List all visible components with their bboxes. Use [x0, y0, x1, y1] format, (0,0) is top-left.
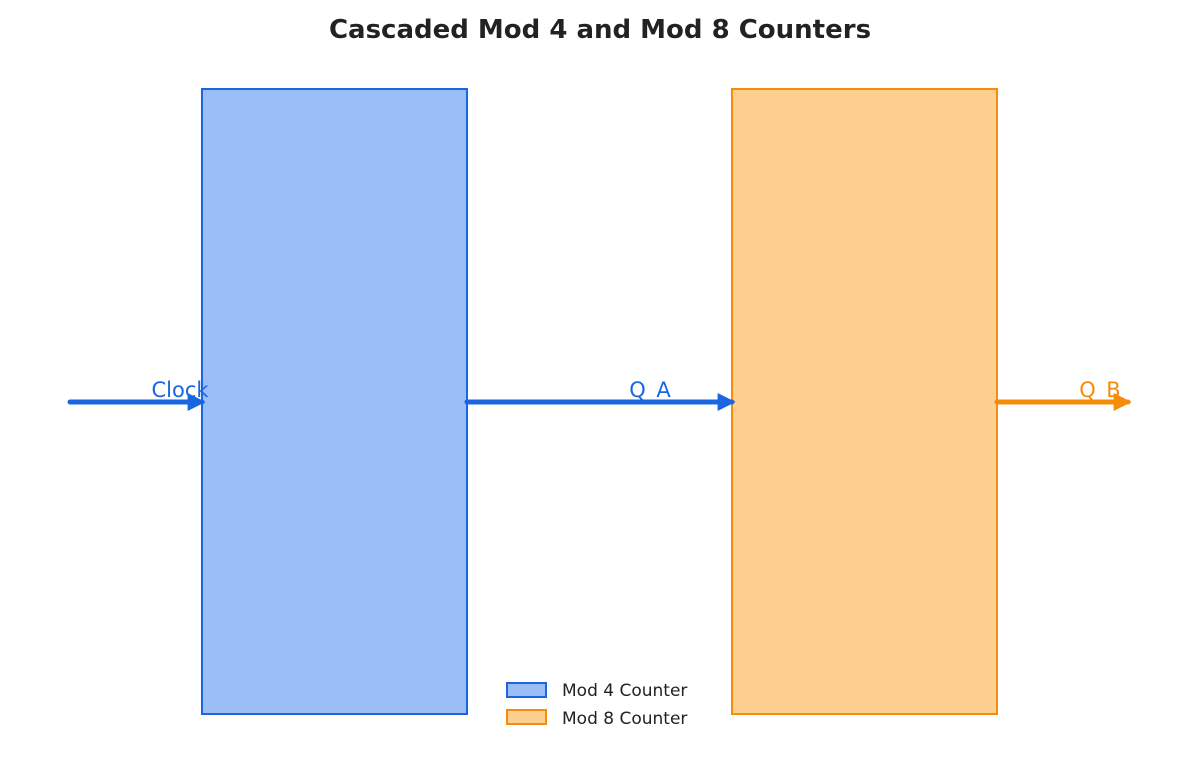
legend-label-mod8: Mod 8 Counter — [562, 709, 687, 729]
qa-label: Q_A — [629, 378, 671, 403]
legend-swatch-mod8 — [506, 709, 547, 725]
qb-label: Q_B — [1079, 378, 1120, 403]
clock-label: Clock — [151, 378, 209, 402]
legend: Mod 4 Counter Mod 8 Counter — [506, 681, 687, 729]
legend-label-mod4: Mod 4 Counter — [562, 681, 687, 701]
mod4-counter-block — [201, 88, 468, 715]
legend-swatch-mod4 — [506, 682, 547, 698]
mod8-counter-block — [731, 88, 998, 715]
diagram-title: Cascaded Mod 4 and Mod 8 Counters — [329, 15, 871, 45]
